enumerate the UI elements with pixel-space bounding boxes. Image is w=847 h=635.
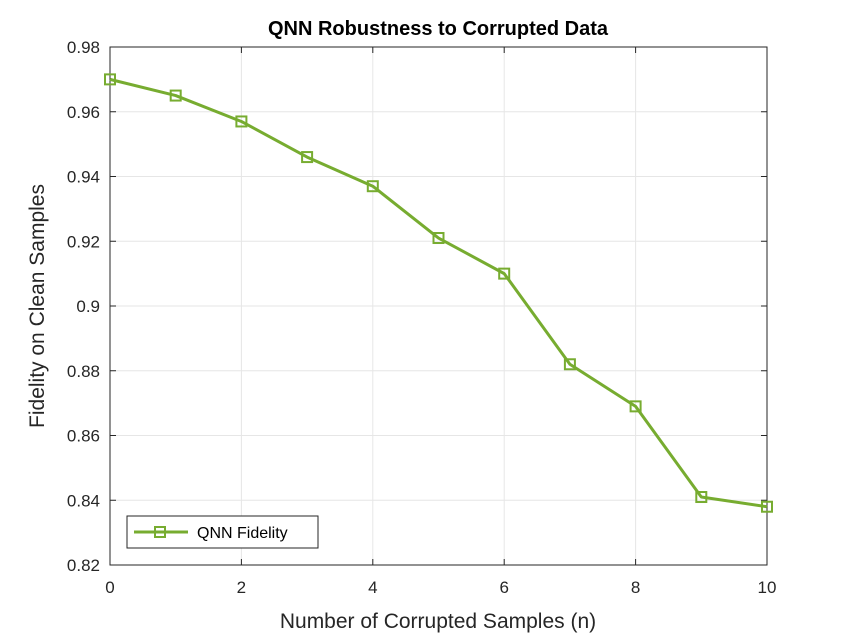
legend: QNN Fidelity [126,515,319,549]
data-point-marker [301,151,314,164]
series-line [109,77,768,509]
series-group [104,73,773,513]
y-tick-label: 0.9 [76,297,100,316]
data-point-marker [629,400,642,413]
axes: 0 2 4 6 8 10 0.82 0.84 0.86 0.88 0.9 0.92 0.94 0.96 0.… [67,38,777,597]
data-point-marker [432,232,445,245]
chart-title: QNN Robustness to Corrupted Data [268,18,609,40]
x-tick-label: 0 [105,578,114,597]
legend-marker-sample [154,526,166,538]
x-axis-label: Number of Corrupted Samples (n) [280,610,596,633]
data-point-marker [235,115,248,128]
data-point-marker [695,491,708,504]
x-tick-label: 2 [237,578,246,597]
y-tick-label: 0.94 [67,168,100,187]
y-tick-label: 0.82 [67,556,100,575]
data-point-marker [563,358,576,371]
x-tick-label: 4 [368,578,377,597]
y-tick-label: 0.96 [67,103,100,122]
x-tick-label: 8 [631,578,640,597]
data-point-marker [104,73,116,86]
data-point-marker [169,89,182,102]
data-point-marker [761,500,773,513]
data-point-marker [366,180,379,193]
y-tick-label: 0.98 [67,38,100,57]
x-tick-label: 10 [758,578,777,597]
x-tick-label: 6 [499,578,508,597]
y-axis-label: Fidelity on Clean Samples [26,184,49,428]
legend-label: QNN Fidelity [197,525,288,542]
y-tick-label: 0.92 [67,232,100,251]
y-tick-label: 0.86 [67,427,100,446]
y-tick-label: 0.84 [67,491,100,510]
data-point-marker [498,267,511,280]
y-tick-label: 0.88 [67,362,100,381]
